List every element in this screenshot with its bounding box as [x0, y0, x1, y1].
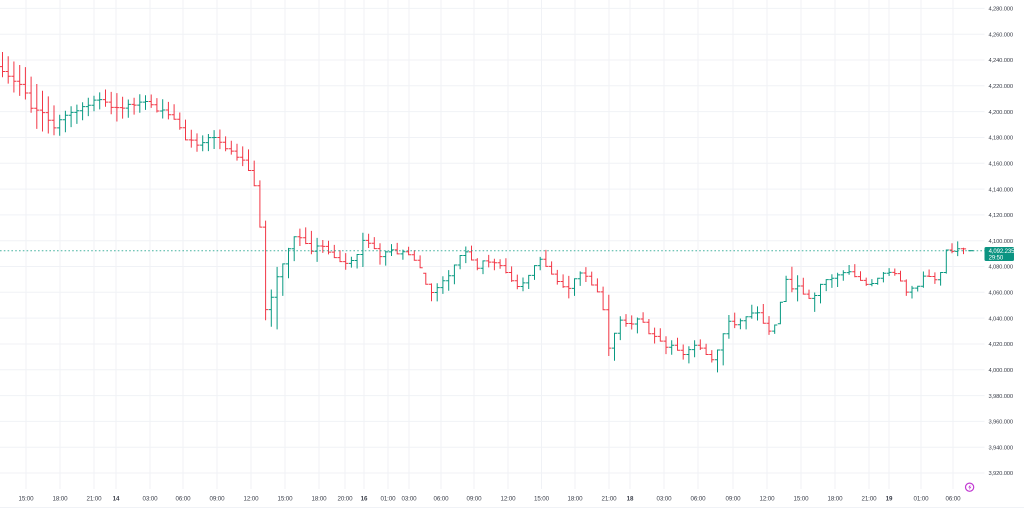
- svg-text:06:00: 06:00: [176, 496, 192, 503]
- svg-text:06:00: 06:00: [946, 496, 962, 503]
- svg-text:12:00: 12:00: [760, 496, 776, 503]
- svg-text:15:00: 15:00: [278, 496, 294, 503]
- svg-text:4,220.000: 4,220.000: [989, 84, 1013, 90]
- svg-text:14: 14: [113, 496, 120, 503]
- svg-text:18:00: 18:00: [828, 496, 844, 503]
- svg-text:4,092.235: 4,092.235: [989, 249, 1016, 255]
- svg-text:4,260.000: 4,260.000: [989, 32, 1013, 38]
- svg-text:12:00: 12:00: [501, 496, 517, 503]
- svg-text:4,180.000: 4,180.000: [989, 136, 1013, 142]
- svg-text:4,240.000: 4,240.000: [989, 58, 1013, 64]
- svg-text:3,940.000: 3,940.000: [989, 445, 1013, 451]
- svg-text:09:00: 09:00: [726, 496, 742, 503]
- svg-text:01:00: 01:00: [381, 496, 397, 503]
- svg-text:21:00: 21:00: [862, 496, 878, 503]
- svg-text:15:00: 15:00: [534, 496, 550, 503]
- svg-text:18: 18: [627, 496, 634, 503]
- svg-text:21:00: 21:00: [87, 496, 103, 503]
- svg-text:3,960.000: 3,960.000: [989, 420, 1013, 426]
- svg-text:4,100.000: 4,100.000: [989, 239, 1013, 245]
- svg-text:4,040.000: 4,040.000: [989, 316, 1013, 322]
- svg-text:3,920.000: 3,920.000: [989, 471, 1013, 477]
- svg-text:4,140.000: 4,140.000: [989, 187, 1013, 193]
- svg-text:18:00: 18:00: [312, 496, 328, 503]
- svg-text:4,160.000: 4,160.000: [989, 162, 1013, 168]
- svg-text:4,280.000: 4,280.000: [989, 7, 1013, 13]
- svg-text:21:00: 21:00: [602, 496, 618, 503]
- svg-text:06:00: 06:00: [691, 496, 707, 503]
- svg-text:09:00: 09:00: [467, 496, 483, 503]
- svg-text:3,980.000: 3,980.000: [989, 394, 1013, 400]
- svg-text:20:00: 20:00: [338, 496, 354, 503]
- svg-text:18:00: 18:00: [53, 496, 69, 503]
- svg-text:16: 16: [361, 496, 368, 503]
- svg-text:01:00: 01:00: [914, 496, 930, 503]
- svg-text:03:00: 03:00: [657, 496, 673, 503]
- svg-text:06:00: 06:00: [434, 496, 450, 503]
- svg-text:19: 19: [886, 496, 893, 503]
- svg-text:4,120.000: 4,120.000: [989, 213, 1013, 219]
- svg-text:29:50: 29:50: [989, 255, 1004, 261]
- svg-text:15:00: 15:00: [19, 496, 35, 503]
- svg-text:4,080.000: 4,080.000: [989, 265, 1013, 271]
- svg-text:09:00: 09:00: [210, 496, 226, 503]
- svg-text:12:00: 12:00: [244, 496, 260, 503]
- svg-text:18:00: 18:00: [568, 496, 584, 503]
- svg-text:4,000.000: 4,000.000: [989, 368, 1013, 374]
- svg-text:15:00: 15:00: [794, 496, 810, 503]
- svg-text:4,060.000: 4,060.000: [989, 291, 1013, 297]
- svg-text:4,020.000: 4,020.000: [989, 342, 1013, 348]
- svg-text:03:00: 03:00: [143, 496, 159, 503]
- svg-text:03:00: 03:00: [402, 496, 418, 503]
- svg-text:4,200.000: 4,200.000: [989, 110, 1013, 116]
